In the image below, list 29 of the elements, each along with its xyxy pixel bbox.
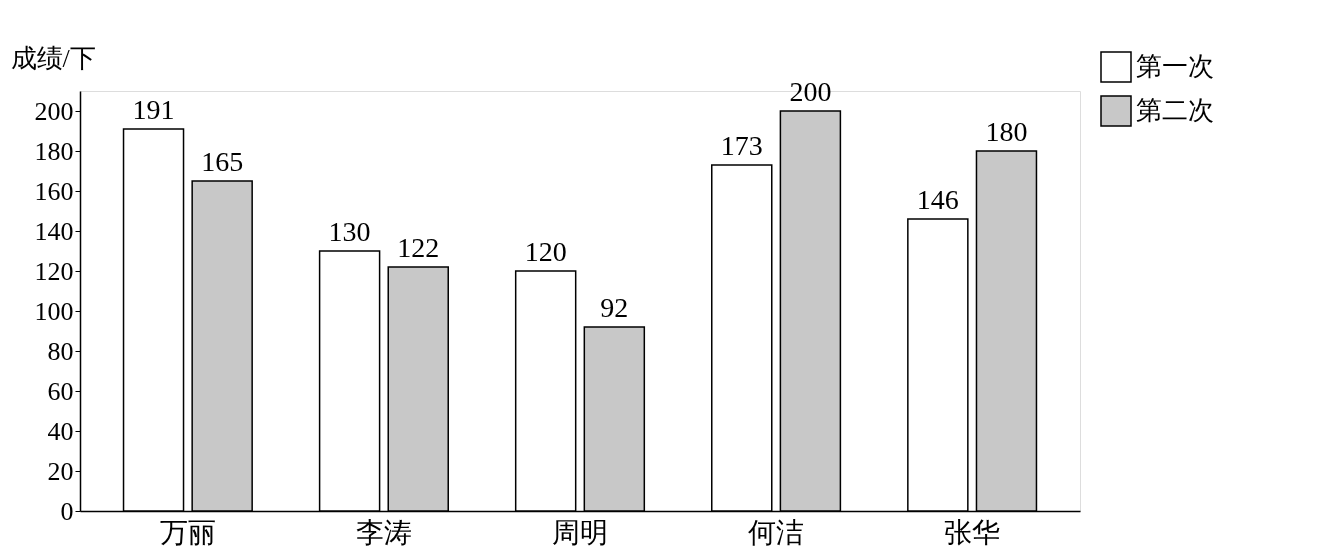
y-tick-label: 100 xyxy=(34,296,74,326)
data-label: 191 xyxy=(132,94,175,125)
x-tick-label: 万丽 xyxy=(159,516,216,548)
y-tick-label: 40 xyxy=(47,416,74,446)
data-label: 165 xyxy=(201,146,244,177)
y-tick-label: 120 xyxy=(34,256,74,286)
legend-label: 第二次 xyxy=(1136,96,1214,125)
x-tick-label: 李涛 xyxy=(355,516,412,548)
y-tick-label: 200 xyxy=(34,96,74,126)
y-tick-label: 160 xyxy=(34,176,74,206)
x-tick-label: 何洁 xyxy=(748,516,805,548)
y-tick-label: 60 xyxy=(47,376,74,406)
data-label: 173 xyxy=(720,130,763,161)
y-tick-label: 0 xyxy=(60,496,74,526)
data-label: 120 xyxy=(524,236,567,267)
x-tick-label: 周明 xyxy=(552,516,608,548)
y-axis-title: 成绩/下 xyxy=(10,43,96,73)
y-tick-label: 180 xyxy=(34,136,74,166)
data-label: 130 xyxy=(328,216,371,247)
data-label: 180 xyxy=(985,116,1028,147)
y-tick-label: 80 xyxy=(47,336,74,366)
data-label: 92 xyxy=(600,292,629,323)
legend-label: 第一次 xyxy=(1136,52,1214,81)
x-tick-label: 张华 xyxy=(944,516,1001,548)
data-label: 200 xyxy=(789,76,832,107)
data-label: 146 xyxy=(916,184,959,215)
data-label: 122 xyxy=(397,232,440,263)
y-tick-label: 20 xyxy=(47,456,74,486)
y-tick-label: 140 xyxy=(34,216,74,246)
